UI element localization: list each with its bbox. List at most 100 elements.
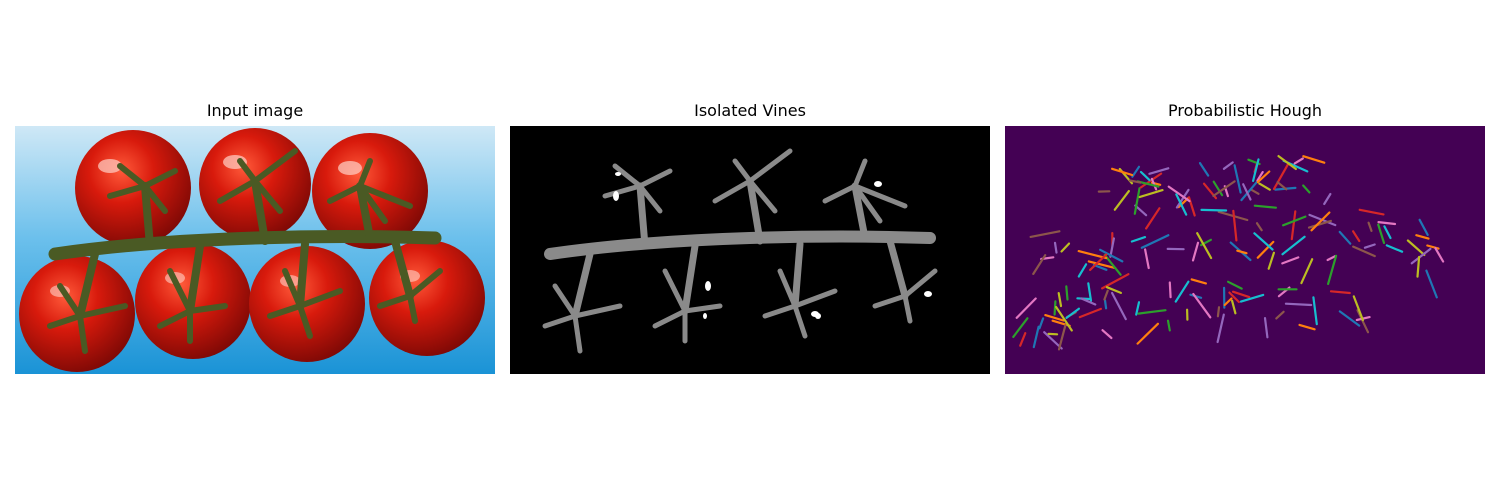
hough-segment — [1088, 253, 1108, 271]
hough-segment — [1277, 155, 1297, 171]
hough-segment — [1032, 325, 1040, 349]
hough-segment — [1281, 235, 1306, 256]
hough-segment — [1363, 243, 1376, 249]
hough-segment — [1253, 232, 1274, 251]
hough-segment — [1326, 255, 1337, 262]
hough-segment — [1290, 210, 1297, 241]
hough-title: Probabilistic Hough — [1167, 101, 1323, 120]
hough-segment — [1103, 254, 1122, 276]
hough-segment — [1385, 244, 1404, 253]
hough-segment — [1078, 307, 1103, 319]
hough-segment — [1223, 297, 1233, 307]
hough-segment — [1192, 292, 1212, 319]
hough-segment — [1231, 299, 1237, 315]
hough-segment — [1410, 247, 1432, 265]
hough-segment — [1302, 155, 1326, 164]
hough-segment — [1425, 269, 1438, 299]
hough-segment — [1352, 230, 1361, 243]
hough-segment — [1284, 302, 1313, 307]
hough-segment — [1216, 306, 1221, 318]
isolated-vines-image — [510, 126, 990, 374]
hough-segment — [1293, 157, 1304, 165]
hough-segment — [1236, 249, 1248, 255]
hough-segment — [1255, 222, 1263, 232]
hough-segment — [1065, 307, 1081, 319]
hough-segment — [1077, 263, 1088, 278]
hough-segment — [1012, 317, 1029, 338]
hough-segment — [1140, 234, 1170, 249]
hough-segment — [1338, 310, 1361, 327]
hough-segment — [1110, 291, 1127, 321]
hough-segment — [1057, 324, 1067, 351]
hough-segment — [1044, 314, 1065, 322]
hough-segment — [1275, 310, 1285, 320]
vine-mask — [542, 148, 938, 354]
hough-segment — [1131, 165, 1141, 178]
hough-segment — [1307, 219, 1332, 229]
hough-segment — [1077, 249, 1108, 260]
hough-segment — [1416, 255, 1421, 278]
hough-segment — [1358, 208, 1385, 216]
hough-segment — [1174, 280, 1190, 303]
hough-segment — [1338, 230, 1352, 245]
hough-segment — [1323, 192, 1332, 206]
hough-segment — [1148, 167, 1170, 175]
hough-segment — [1415, 234, 1430, 240]
hough-segment — [1103, 289, 1109, 301]
hough-segment — [1252, 158, 1260, 183]
hough-segment — [1377, 220, 1397, 226]
hough-segment — [1302, 184, 1311, 194]
hough-segment — [1267, 251, 1275, 270]
hough-segment — [1242, 183, 1252, 201]
hough-segment — [1282, 215, 1307, 227]
hough-segment — [1166, 319, 1171, 332]
hough-segment — [1233, 164, 1242, 194]
hough-segment — [1057, 292, 1063, 308]
hough-segment — [1276, 181, 1288, 191]
hough-segment — [1310, 211, 1331, 232]
input-image — [15, 126, 495, 374]
hough-segment — [1329, 290, 1351, 295]
hough-segment — [1015, 297, 1037, 319]
input-image-panel: Input image — [15, 100, 495, 374]
hough-segment — [1145, 207, 1161, 230]
hough-segment — [1383, 225, 1392, 240]
hough-segment — [1298, 323, 1316, 331]
hough-segment — [1263, 317, 1269, 339]
hough-segment — [1113, 189, 1131, 211]
hough-segment — [1110, 167, 1134, 177]
hough-segment — [1137, 309, 1167, 315]
hough-segment — [1087, 282, 1093, 302]
hough-segment — [1406, 239, 1426, 256]
hough-segment — [1190, 278, 1207, 285]
hough-segment — [1256, 240, 1275, 259]
hough-segment — [1029, 230, 1061, 239]
input-image-title: Input image — [206, 101, 304, 120]
hough-segment — [1434, 247, 1445, 263]
hough-segment — [1212, 180, 1224, 197]
hough-segment — [1167, 185, 1191, 203]
hough-segment — [1043, 331, 1063, 350]
hough-segment — [1239, 293, 1265, 303]
mask-specks — [613, 172, 932, 319]
hough-lines-image — [1005, 126, 1485, 374]
hough-segment — [1080, 297, 1097, 306]
hough-panel: Probabilistic Hough — [1005, 100, 1485, 374]
hough-segment — [1175, 193, 1188, 216]
hough-segment — [1228, 291, 1240, 304]
hough-segment — [1087, 260, 1117, 270]
hough-segment — [1418, 218, 1429, 237]
hough-segment — [1135, 301, 1141, 316]
hough-segment — [1253, 204, 1277, 209]
hough-segment — [1200, 208, 1228, 212]
hough-segment — [1144, 248, 1150, 270]
hough-segment — [1032, 254, 1047, 275]
hough-segment — [1250, 188, 1260, 195]
hough-segment — [1060, 242, 1071, 253]
hough-segment — [1168, 281, 1172, 299]
hough-segment — [1377, 223, 1386, 245]
hough-segment — [1175, 188, 1190, 209]
hough-segment — [1109, 237, 1116, 258]
hough-segment — [1256, 170, 1271, 184]
hough-segment — [1053, 241, 1058, 254]
